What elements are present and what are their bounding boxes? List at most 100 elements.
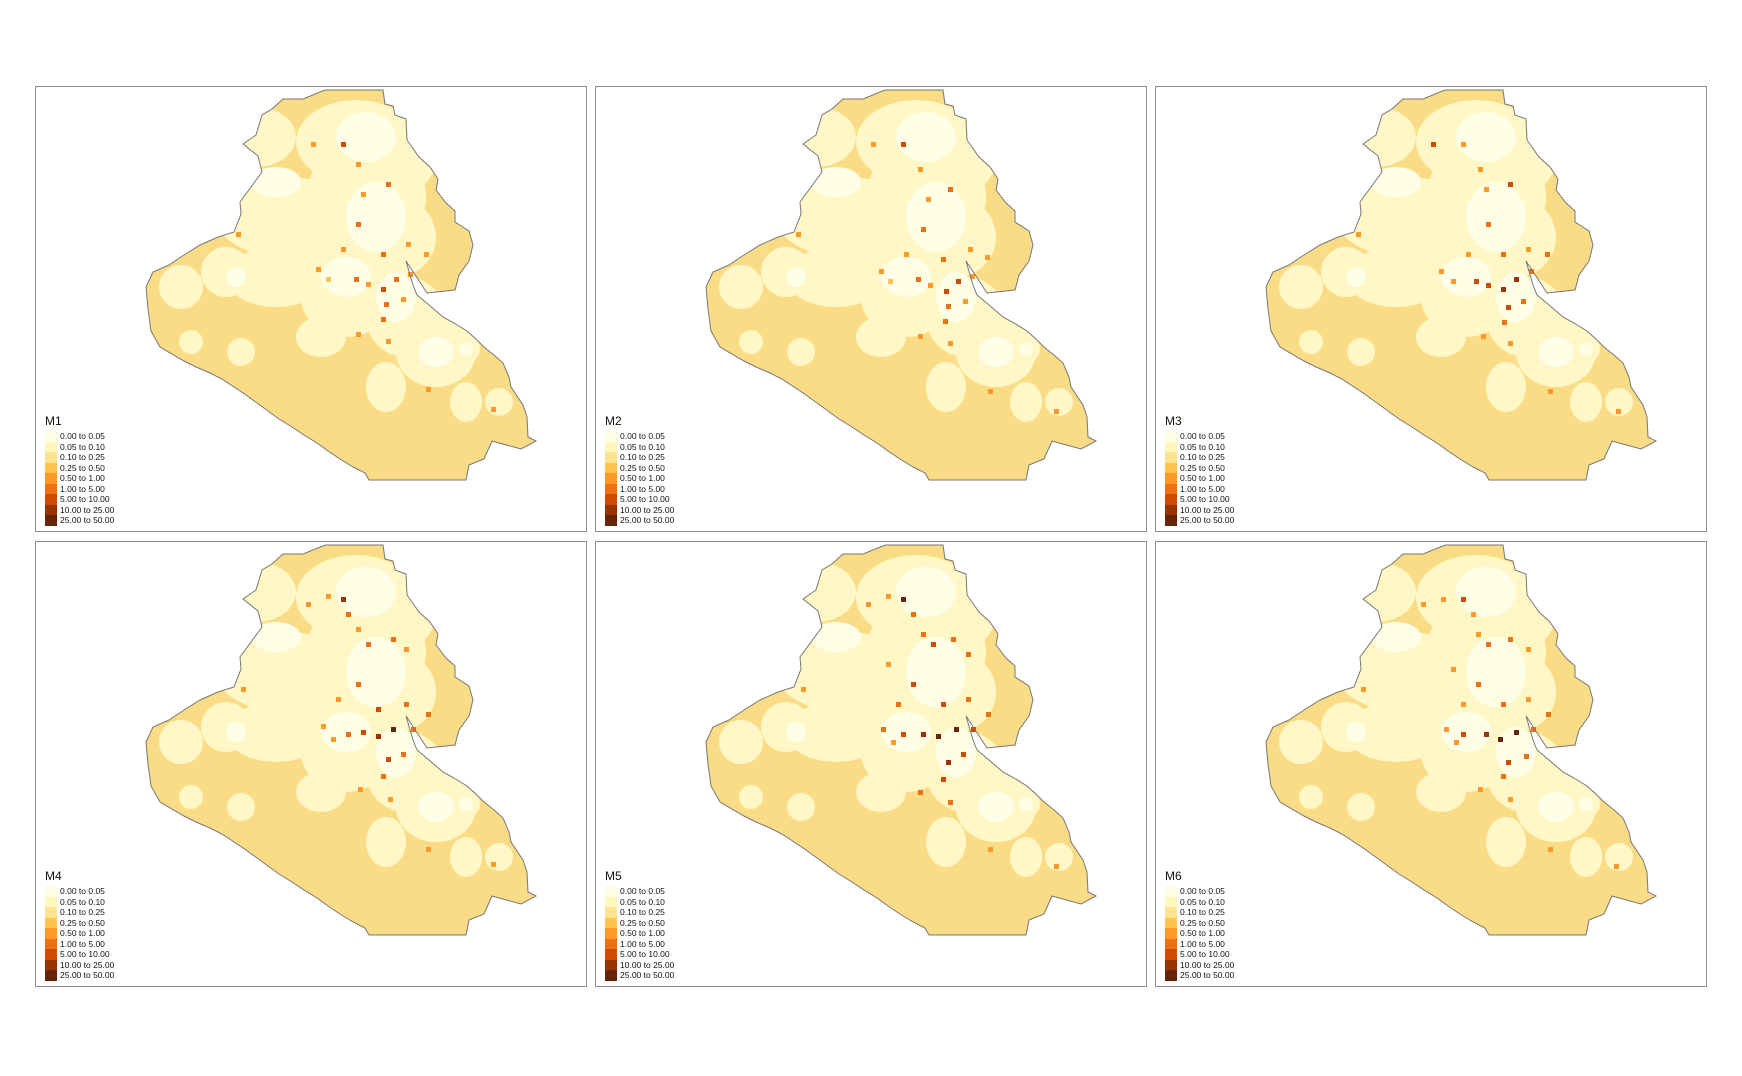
legend-label: 10.00 to 25.00 [1180, 959, 1235, 970]
legend: M4 0.00 to 0.05 0.05 to 0.10 0.10 to 0.25 0… [45, 869, 114, 981]
hotspot-cell-22 [381, 774, 386, 779]
low-zone-16 [1010, 382, 1042, 422]
hotspot-cell-0 [871, 142, 876, 147]
hotspot-cell-3 [911, 612, 916, 617]
low-zone-12 [179, 785, 203, 809]
low-zone-5 [216, 632, 356, 712]
legend-swatch [605, 959, 617, 970]
lowest-zone-7 [1371, 622, 1421, 652]
legend-classes: 0.00 to 0.05 0.05 to 0.10 0.10 to 0.25 0.25… [605, 886, 674, 981]
hotspot-cell-1 [326, 594, 331, 599]
map-panel-m3: M3 0.00 to 0.05 0.05 to 0.10 0.10 to 0.25 0… [1155, 86, 1707, 532]
low-zone-13 [1376, 722, 1416, 762]
hotspot-cell-4 [356, 627, 361, 632]
hotspot-cell-7 [381, 252, 386, 257]
legend-label: 5.00 to 10.00 [1180, 949, 1230, 960]
hotspot-cell-6 [391, 637, 396, 642]
legend-swatch [605, 483, 617, 494]
legend-label: 0.10 to 0.25 [620, 907, 665, 918]
lowest-zone-4 [978, 337, 1014, 367]
legend: M6 0.00 to 0.05 0.05 to 0.10 0.10 to 0.25 0… [1165, 869, 1234, 981]
hotspot-cell-20 [971, 727, 976, 732]
legend-label: 10.00 to 25.00 [60, 504, 115, 515]
legend-swatch [45, 504, 57, 515]
legend-swatch [605, 452, 617, 463]
legend-row: 0.00 to 0.05 [45, 886, 114, 897]
hotspot-cell-23 [941, 777, 946, 782]
hotspot-cell-5 [1486, 642, 1491, 647]
lowest-zone-1 [906, 182, 966, 252]
legend-swatch [1165, 473, 1177, 484]
low-zone-19 [1486, 817, 1526, 867]
hotspot-cell-2 [1461, 597, 1466, 602]
legend-swatch [45, 431, 57, 442]
legend-row: 10.00 to 25.00 [1165, 959, 1235, 970]
hotspot-cell-21 [386, 757, 391, 762]
hotspot-cells [1356, 142, 1621, 414]
hotspot-cells [796, 142, 1059, 414]
hotspot-cell-19 [381, 317, 386, 322]
legend-row: 10.00 to 25.00 [1165, 504, 1234, 515]
hotspot-cell-8 [1526, 247, 1531, 252]
legend-label: 0.50 to 1.00 [1180, 928, 1225, 939]
hotspot-cell-8 [1451, 667, 1456, 672]
hotspot-cell-11 [1486, 283, 1491, 288]
hotspot-cell-12 [1474, 279, 1479, 284]
legend-swatch [45, 917, 57, 928]
hotspot-cell-26 [1548, 847, 1553, 852]
hotspot-cell-5 [366, 642, 371, 647]
hotspot-cell-21 [386, 339, 391, 344]
legend-label: 25.00 to 50.00 [620, 515, 675, 526]
hotspot-cell-1 [901, 142, 906, 147]
lowest-zone-6 [786, 722, 806, 742]
map-canvas [145, 89, 538, 481]
hotspot-cell-15 [424, 252, 429, 257]
legend-row: 25.00 to 50.00 [45, 515, 114, 526]
hotspot-cell-25 [948, 800, 953, 805]
hotspot-cell-9 [1476, 682, 1481, 687]
low-zone-5 [1336, 177, 1476, 257]
legend-label: 0.25 to 0.50 [60, 917, 105, 928]
hotspot-cell-5 [356, 222, 361, 227]
hotspot-cell-17 [331, 737, 336, 742]
hotspot-cell-24 [388, 797, 393, 802]
legend-label: 25.00 to 50.00 [620, 970, 675, 981]
low-zone-10 [1279, 720, 1323, 764]
legend-swatch [45, 970, 57, 981]
hotspot-cell-11 [928, 283, 933, 288]
legend-row: 1.00 to 5.00 [1165, 938, 1234, 949]
lowest-zone-5 [1019, 342, 1033, 356]
legend-classes: 0.00 to 0.05 0.05 to 0.10 0.10 to 0.25 0.25… [45, 886, 114, 981]
lowest-zone-6 [226, 722, 246, 742]
legend-label: 0.10 to 0.25 [60, 452, 105, 463]
hotspot-cell-12 [1526, 697, 1531, 702]
legend-swatch [1165, 886, 1177, 897]
legend-swatch [1165, 452, 1177, 463]
hotspot-cell-18 [891, 740, 896, 745]
hotspot-cell-0 [1421, 602, 1426, 607]
hotspot-cell-6 [1508, 637, 1513, 642]
hotspot-cell-15 [1484, 732, 1489, 737]
hotspot-cell-2 [901, 597, 906, 602]
low-zone-19 [366, 362, 406, 412]
lowest-zone-1 [1466, 637, 1526, 707]
map-canvas [705, 89, 1098, 481]
low-zone-12 [739, 785, 763, 809]
hotspot-cell-26 [491, 862, 496, 867]
low-density-zones [159, 100, 513, 422]
legend-title: M1 [45, 414, 62, 428]
hotspot-cell-1 [1441, 597, 1446, 602]
hotspot-cell-20 [1531, 727, 1536, 732]
hotspot-cell-18 [1506, 305, 1511, 310]
legend-row: 0.05 to 0.10 [605, 441, 674, 452]
legend-row: 0.25 to 0.50 [45, 917, 114, 928]
hotspot-cell-13 [316, 267, 321, 272]
legend-label: 0.05 to 0.10 [1180, 896, 1225, 907]
hotspot-cell-24 [918, 790, 923, 795]
legend-swatch [605, 928, 617, 939]
hotspot-cell-14 [1451, 279, 1456, 284]
hotspot-cell-11 [1501, 702, 1506, 707]
map-panel-m6: M6 0.00 to 0.05 0.05 to 0.10 0.10 to 0.25 0… [1155, 541, 1707, 987]
hotspot-cell-3 [926, 197, 931, 202]
hotspot-cell-17 [881, 727, 886, 732]
